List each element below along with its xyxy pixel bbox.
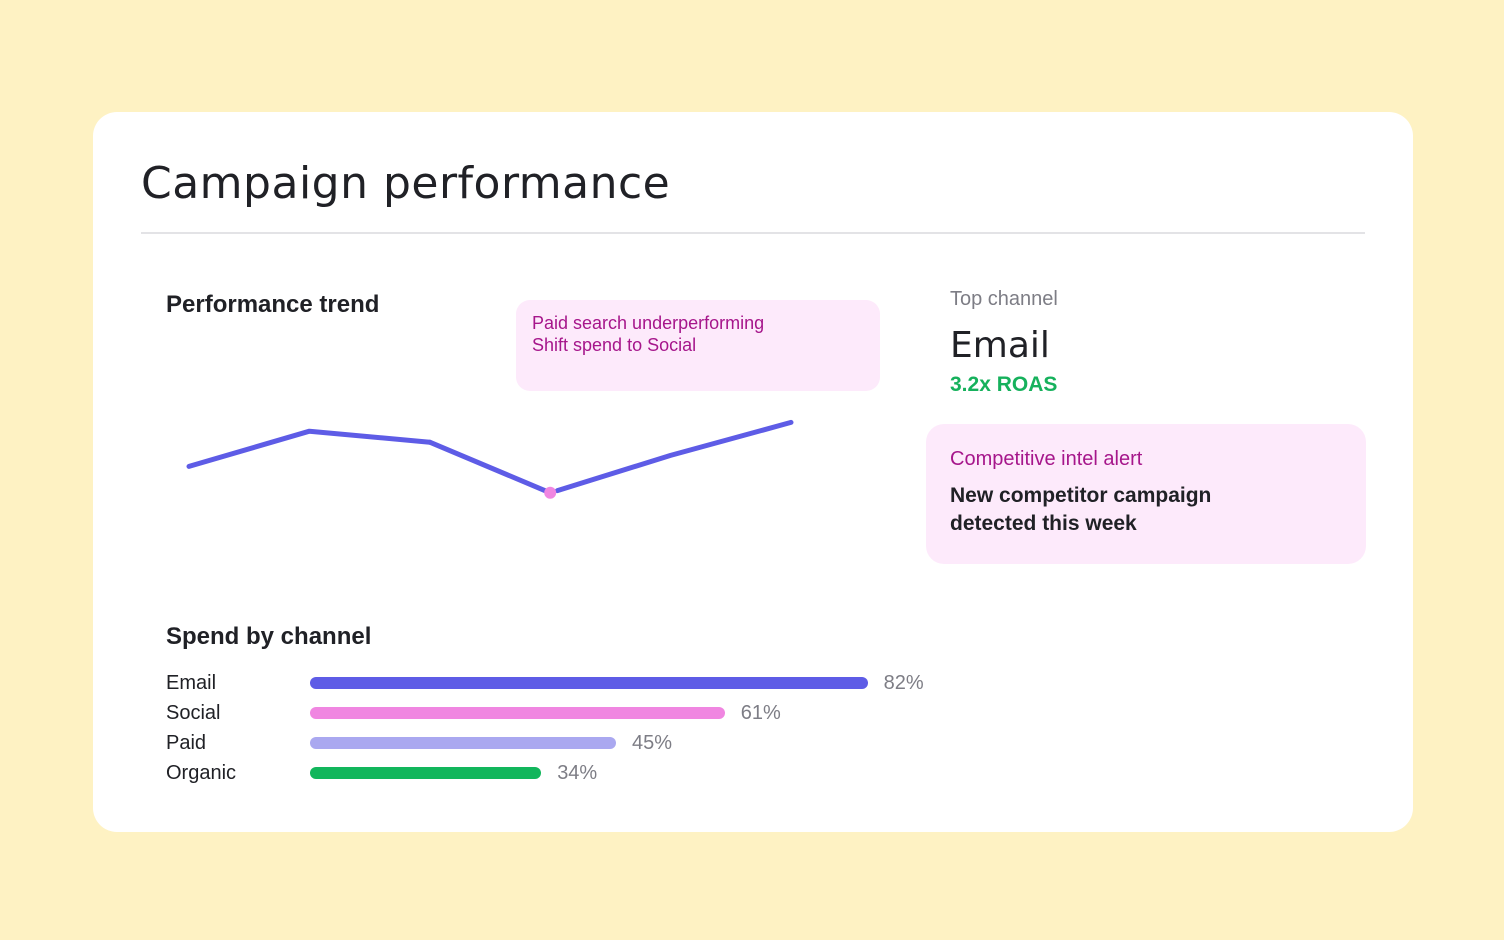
bar-value-label: 45%	[632, 732, 673, 754]
trend-highlight-point	[544, 486, 557, 499]
bar-value-label: 34%	[557, 762, 598, 784]
annotation-line-2: Shift spend to Social	[532, 335, 697, 355]
bar-value-label: 82%	[883, 672, 924, 694]
bar-label: Organic	[166, 762, 237, 784]
trend-point	[187, 464, 191, 468]
bar-social	[310, 707, 725, 719]
bar-track	[310, 737, 990, 749]
bar-track	[310, 767, 990, 779]
alert-title: Competitive intel alert	[950, 448, 1143, 470]
trend-line-segment-a	[186, 428, 433, 469]
top-channel-roas: 3.2x ROAS	[950, 373, 1058, 396]
spend-row-paid: Paid 45%	[166, 728, 1066, 758]
bar-paid	[310, 737, 616, 749]
trend-line-segment-b	[427, 439, 548, 494]
bar-value-label: 61%	[740, 702, 781, 724]
bar-label: Paid	[166, 732, 207, 754]
trend-line-segment-c	[554, 419, 794, 494]
competitive-intel-alert[interactable]: Competitive intel alert New competitor c…	[926, 424, 1366, 564]
annotation-line-1: Paid search underperforming	[532, 313, 765, 333]
top-channel-label: Top channel	[950, 288, 1058, 310]
trend-point	[669, 453, 673, 457]
top-channel-value: Email	[950, 325, 1050, 366]
title-divider	[141, 232, 1365, 234]
trend-annotation-callout: Paid search underperforming Shift spend …	[516, 300, 880, 391]
spend-row-social: Social 61%	[166, 698, 1066, 728]
campaign-performance-card: Campaign performance Performance trend P…	[93, 112, 1413, 832]
bar-label: Email	[166, 672, 217, 694]
alert-body: New competitor campaign detected this we…	[950, 484, 1212, 535]
bar-label: Social	[166, 702, 221, 724]
bar-track	[310, 707, 990, 719]
spend-row-email: Email 82%	[166, 668, 1066, 698]
spend-row-organic: Organic 34%	[166, 758, 1066, 788]
trend-point	[307, 429, 311, 433]
bar-track	[310, 677, 990, 689]
trend-point	[428, 440, 432, 444]
trend-point	[789, 420, 793, 424]
page-title: Campaign performance	[141, 158, 671, 209]
bar-email	[310, 677, 868, 689]
performance-trend-title: Performance trend	[166, 291, 380, 318]
spend-by-channel-title: Spend by channel	[166, 623, 372, 650]
bar-organic	[310, 767, 542, 779]
